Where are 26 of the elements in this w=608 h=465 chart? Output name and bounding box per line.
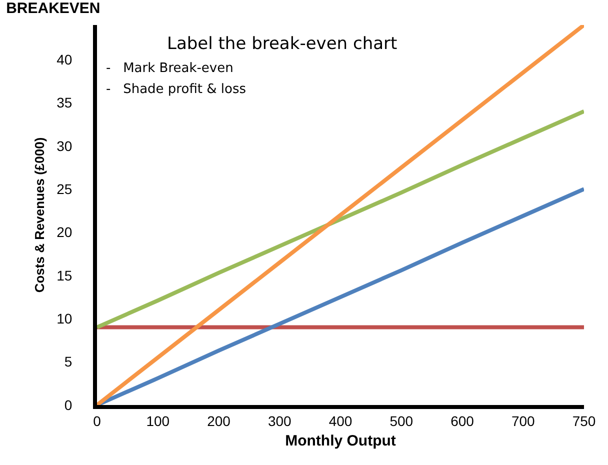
- x-tick-label: 300: [268, 412, 292, 429]
- x-tick-label: 100: [146, 412, 170, 429]
- x-tick-label: 0: [93, 412, 102, 429]
- x-tick-label: 700: [511, 412, 536, 429]
- x-tick-label: 600: [450, 412, 474, 429]
- y-tick-label: 5: [64, 354, 72, 370]
- x-tick-label: 400: [328, 412, 352, 429]
- x-tick-label: 500: [390, 412, 414, 429]
- x-axis-title: Monthly Output: [285, 432, 396, 450]
- x-tick-label: 200: [207, 412, 231, 429]
- x-tick-label: 750: [572, 412, 596, 429]
- y-tick-label: 40: [56, 51, 72, 68]
- chart-title: BREAKEVEN: [6, 0, 100, 17]
- y-tick-label: 0: [64, 396, 72, 413]
- y-axis-title: Costs & Revenues (£000): [32, 137, 48, 293]
- annotation: - Mark Break-even: [106, 61, 234, 76]
- line-series: [97, 25, 584, 405]
- y-tick-label: 20: [56, 224, 72, 240]
- annotation: - Shade profit & loss: [106, 82, 246, 97]
- y-tick-label: 25: [56, 180, 72, 197]
- line-series: [97, 109, 584, 330]
- y-tick-label: 35: [56, 94, 72, 111]
- y-tick-label: 30: [56, 138, 72, 154]
- y-tick-label: 10: [56, 310, 72, 327]
- annotation: Label the break-even chart: [167, 34, 398, 54]
- y-tick-label: 15: [56, 267, 72, 284]
